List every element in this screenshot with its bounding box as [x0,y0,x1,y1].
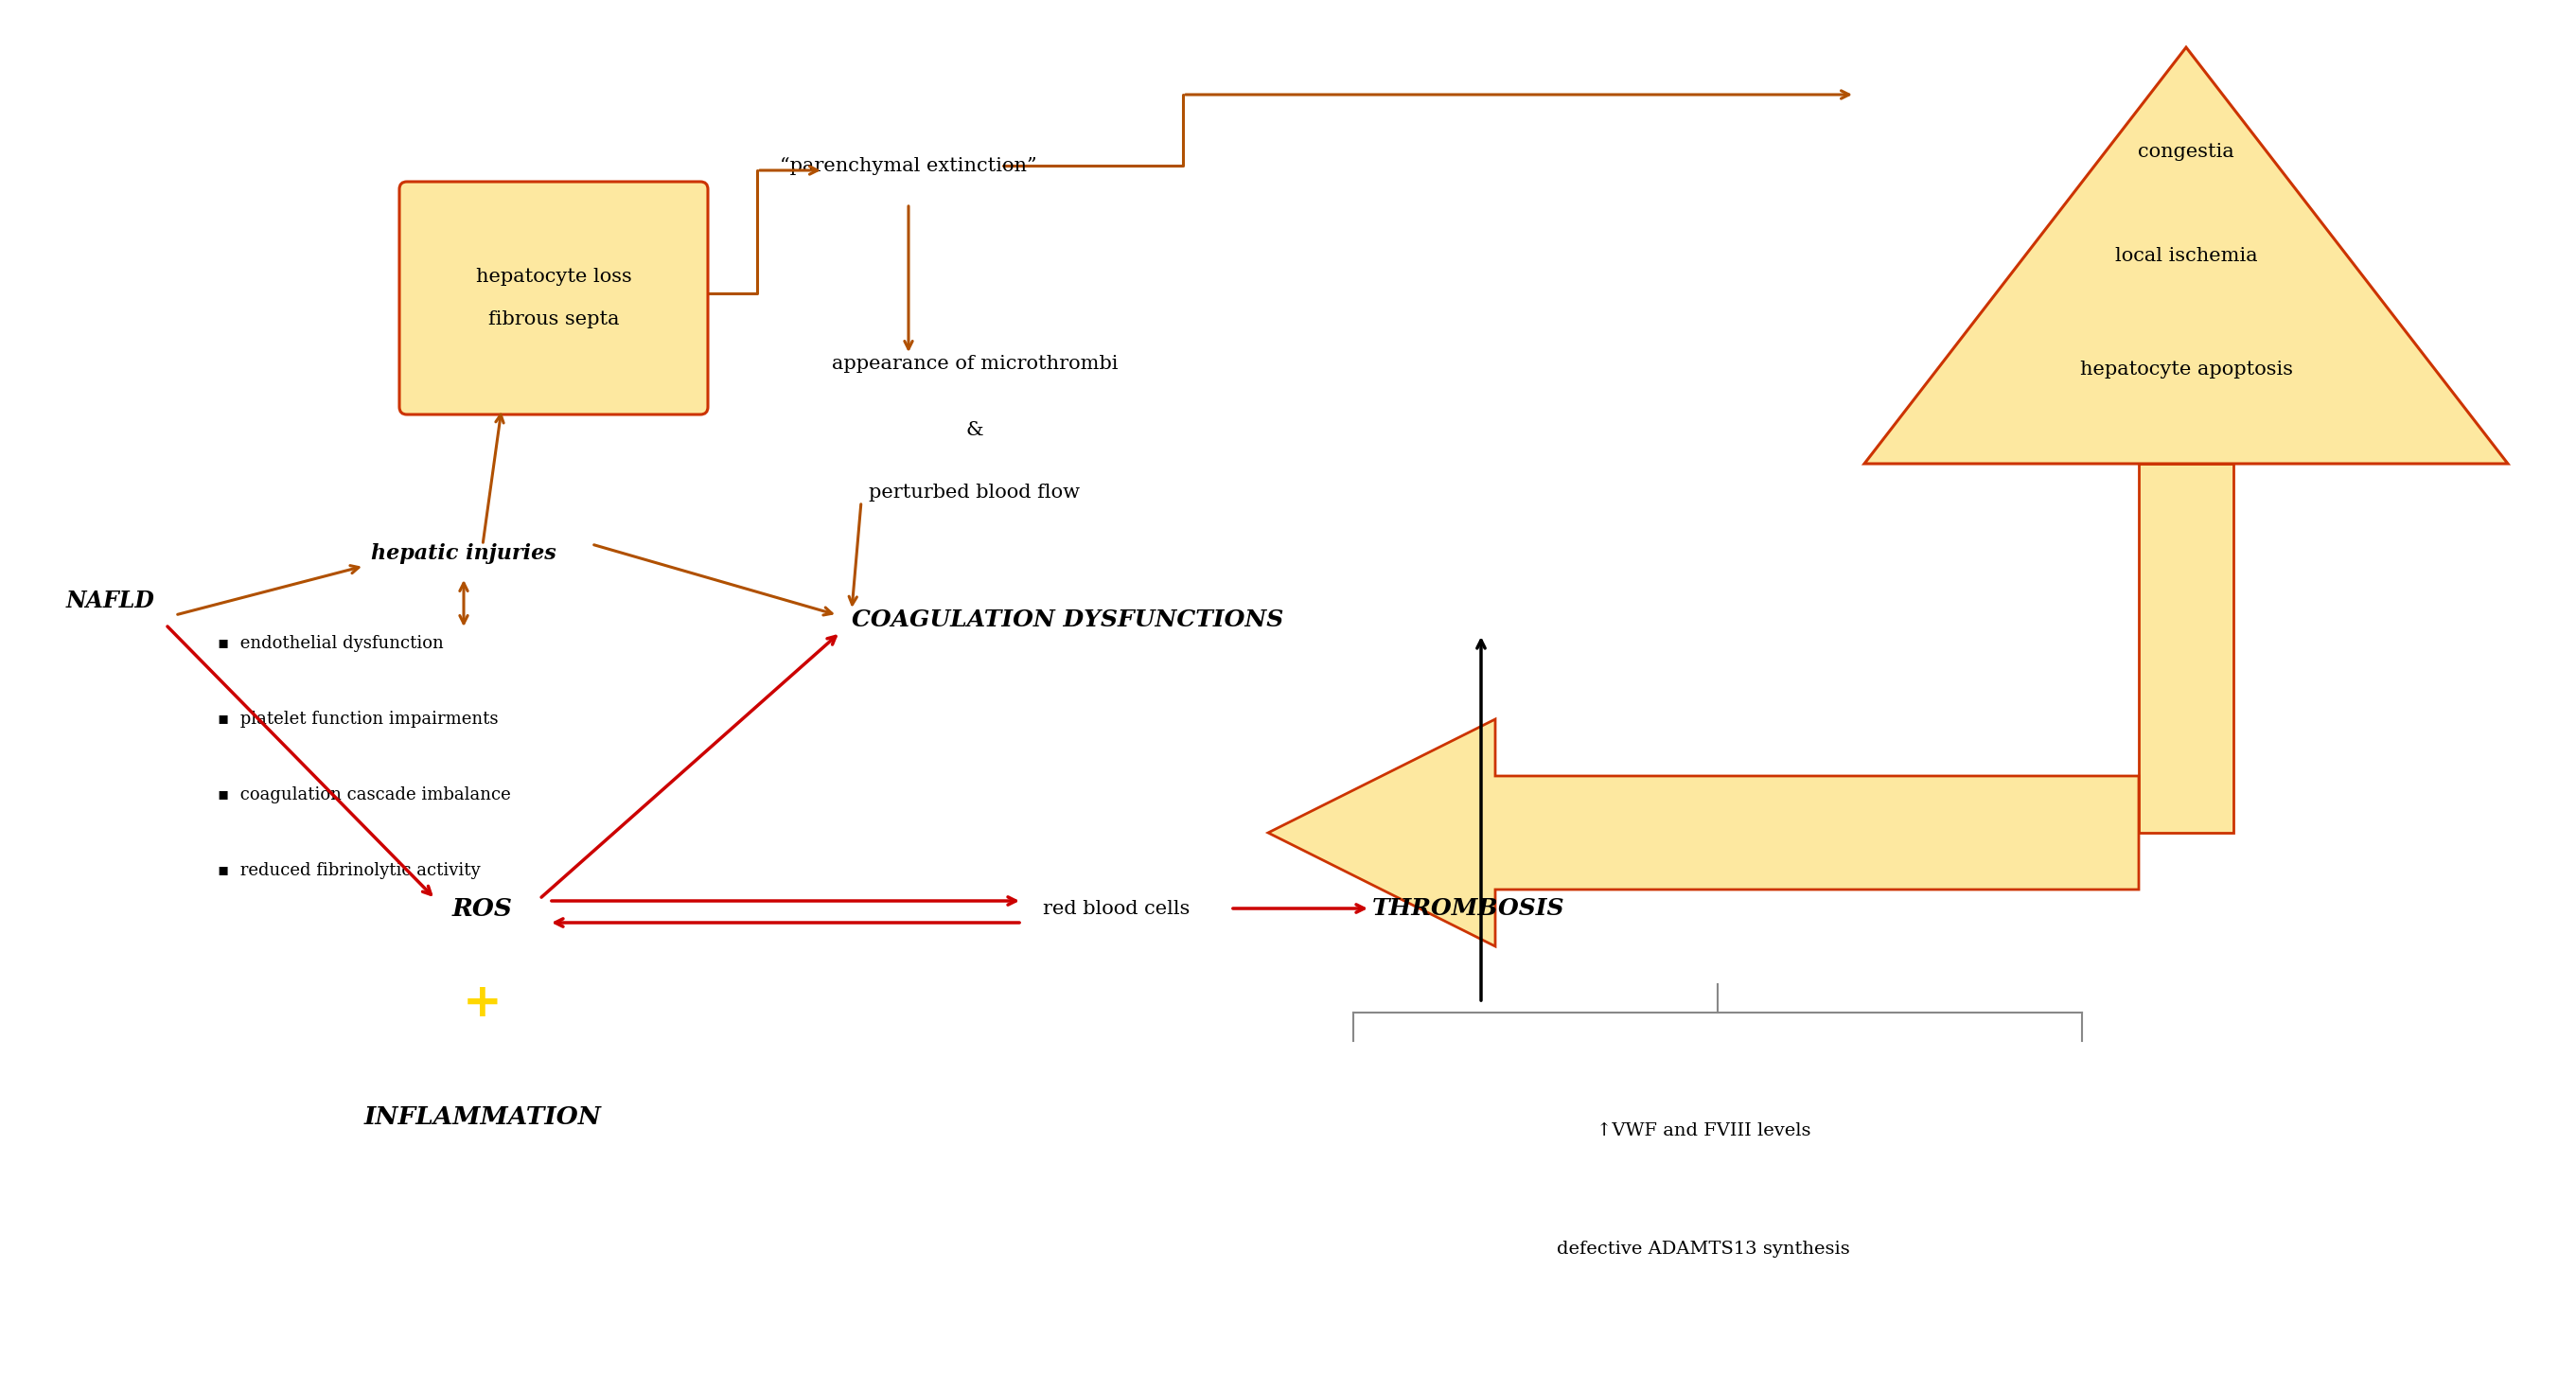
FancyBboxPatch shape [399,182,708,414]
Polygon shape [1267,719,2138,946]
Text: ↑VWF and FVIII levels: ↑VWF and FVIII levels [1597,1122,1811,1140]
Text: hepatic injuries: hepatic injuries [371,543,556,564]
Text: ROS: ROS [453,896,513,920]
Text: defective ADAMTS13 synthesis: defective ADAMTS13 synthesis [1556,1240,1850,1258]
Text: perturbed blood flow: perturbed blood flow [868,483,1079,501]
Text: &: & [966,422,984,440]
Text: red blood cells: red blood cells [1043,899,1190,917]
Text: COAGULATION DYSFUNCTIONS: COAGULATION DYSFUNCTIONS [853,609,1283,631]
Text: congestia: congestia [2138,143,2233,161]
Text: hepatocyte loss: hepatocyte loss [477,268,631,286]
Bar [2138,463,2233,833]
Text: ▪  reduced fibrinolytic activity: ▪ reduced fibrinolytic activity [216,862,479,879]
Text: ▪  platelet function impairments: ▪ platelet function impairments [216,711,497,727]
Text: ▪  endothelial dysfunction: ▪ endothelial dysfunction [216,635,443,652]
Text: NAFLD: NAFLD [67,590,155,612]
Text: local ischemia: local ischemia [2115,246,2257,264]
Polygon shape [1865,47,2509,463]
Text: +: + [464,980,502,1026]
Text: THROMBOSIS: THROMBOSIS [1373,896,1564,920]
Text: INFLAMMATION: INFLAMMATION [363,1106,600,1129]
Text: hepatocyte apoptosis: hepatocyte apoptosis [2079,360,2293,378]
Text: fibrous septa: fibrous septa [487,309,618,327]
Text: appearance of microthrombi: appearance of microthrombi [832,355,1118,374]
Text: “parenchymal extinction”: “parenchymal extinction” [781,157,1038,175]
Text: ▪  coagulation cascade imbalance: ▪ coagulation cascade imbalance [216,786,510,803]
